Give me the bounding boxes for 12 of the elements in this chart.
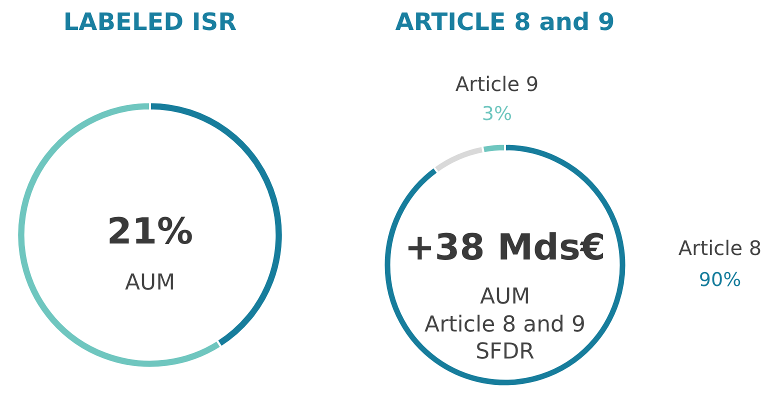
text: Article 8 and 9 xyxy=(424,312,586,338)
text: +38 Mds€ xyxy=(404,228,606,268)
slice-label: Article 9 xyxy=(455,72,539,96)
text: 21% xyxy=(106,212,194,252)
slice-label: Article 8 xyxy=(678,236,762,260)
chart-title: ARTICLE 8 and 9 xyxy=(395,8,615,36)
text: SFDR xyxy=(476,340,534,364)
text: AUM xyxy=(480,284,530,310)
text: AUM xyxy=(124,270,176,296)
chart-title: LABELED ISR xyxy=(63,8,237,36)
data-label: 90% xyxy=(698,269,742,291)
data-label: 3% xyxy=(482,103,512,125)
